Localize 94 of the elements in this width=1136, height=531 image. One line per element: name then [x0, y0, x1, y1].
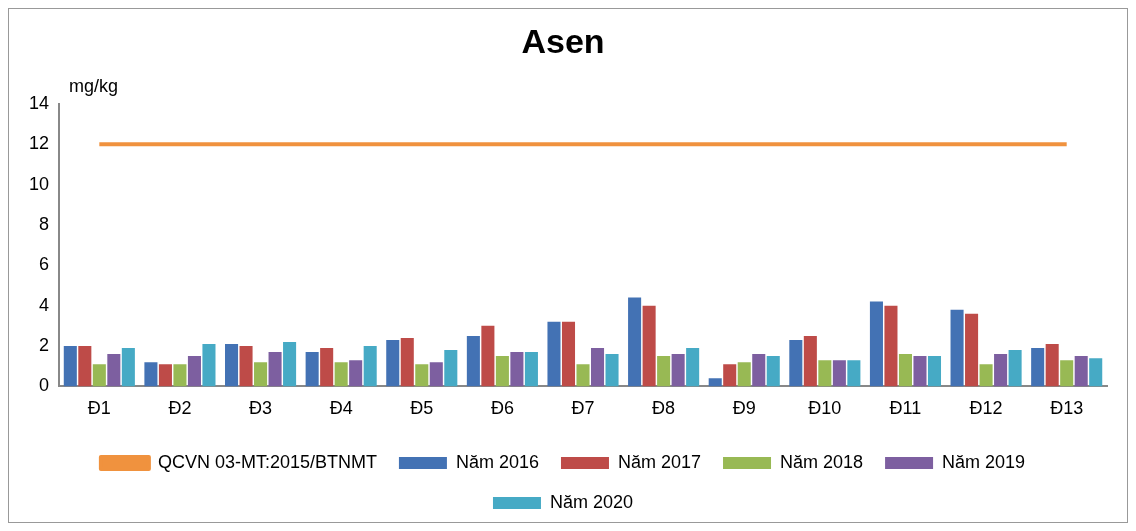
bar	[927, 356, 942, 387]
bar	[1060, 360, 1074, 387]
bar	[628, 297, 642, 387]
y-tick-label: 10	[28, 173, 50, 194]
x-tick-label: Đ12	[969, 398, 1003, 419]
bar	[869, 301, 883, 387]
bar	[818, 360, 832, 387]
bar	[1008, 350, 1022, 387]
bar	[590, 348, 605, 387]
bar	[898, 354, 912, 387]
y-tick-label: 12	[28, 133, 50, 154]
bar	[415, 364, 429, 387]
x-tick-label: Đ8	[652, 398, 676, 419]
y-tick-label: 6	[39, 254, 50, 275]
bar	[1089, 358, 1103, 387]
bar	[444, 350, 458, 387]
bar	[495, 356, 509, 387]
x-tick-label: Đ10	[808, 398, 842, 419]
bar	[561, 321, 576, 387]
bar	[766, 356, 780, 387]
bar	[349, 360, 363, 387]
bar	[63, 346, 77, 387]
bar	[789, 339, 803, 387]
bar	[737, 362, 751, 387]
bar	[78, 346, 92, 387]
bar	[481, 325, 495, 387]
y-axis-title: mg/kg	[69, 75, 119, 96]
x-tick-label: Đ1	[87, 398, 111, 419]
x-tick-label: Đ9	[732, 398, 756, 419]
bar	[466, 335, 480, 387]
bar	[268, 352, 282, 387]
bar	[752, 354, 766, 387]
legend-label: Năm 2018	[780, 451, 864, 472]
bar	[363, 346, 377, 387]
bar	[884, 305, 898, 387]
bar	[1074, 356, 1088, 387]
x-tick-label: Đ7	[571, 398, 595, 419]
bar	[510, 352, 524, 387]
bar	[283, 341, 297, 387]
bar	[239, 346, 253, 387]
bar	[225, 344, 239, 387]
bar	[847, 360, 861, 387]
bar	[1045, 344, 1059, 387]
bar	[107, 354, 121, 387]
bar	[657, 356, 671, 387]
bar	[671, 354, 685, 387]
bar	[187, 356, 201, 387]
bar	[605, 354, 619, 387]
x-tick-label: Đ6	[490, 398, 514, 419]
bar	[254, 362, 268, 387]
y-tick-label: 8	[39, 213, 50, 234]
chart-title: Asen	[521, 21, 605, 60]
bar	[121, 348, 135, 387]
x-tick-label: Đ3	[249, 398, 273, 419]
x-tick-label: Đ5	[410, 398, 434, 419]
bar	[173, 364, 187, 387]
bar	[979, 364, 993, 387]
y-tick-label: 2	[39, 335, 50, 355]
bar	[642, 305, 656, 387]
bar	[547, 321, 561, 387]
bar	[334, 362, 348, 387]
bar	[994, 354, 1008, 387]
bar	[803, 335, 817, 387]
legend-label: Năm 2016	[455, 451, 539, 472]
y-tick-label: 4	[39, 294, 50, 315]
x-tick-label: Đ4	[329, 398, 353, 419]
legend-label: QCVN 03-MT:2015/BTNMT	[157, 451, 377, 472]
bar	[832, 360, 846, 387]
bar	[913, 356, 927, 387]
y-tick-label: 14	[28, 92, 50, 113]
x-tick-label: Đ11	[889, 398, 922, 419]
legend-label: Năm 2020	[549, 491, 634, 512]
bar	[92, 364, 106, 387]
bar	[400, 337, 414, 387]
bar	[158, 364, 172, 387]
bar	[386, 339, 400, 387]
bar	[305, 352, 319, 387]
bar	[950, 309, 964, 387]
x-tick-label: Đ13	[1050, 398, 1084, 419]
bar	[965, 313, 979, 387]
bar	[686, 348, 700, 387]
y-tick-label: 0	[39, 375, 50, 396]
bar	[576, 364, 590, 387]
bar	[429, 362, 443, 387]
x-tick-label: Đ2	[168, 398, 192, 419]
bar	[723, 364, 737, 387]
bar	[320, 348, 334, 387]
bar	[202, 344, 216, 387]
bar	[1031, 348, 1045, 387]
bar	[524, 352, 538, 387]
bar	[144, 362, 158, 387]
legend-label: Năm 2017	[617, 451, 702, 472]
legend-label: Năm 2019	[942, 451, 1026, 472]
bar	[708, 378, 722, 387]
